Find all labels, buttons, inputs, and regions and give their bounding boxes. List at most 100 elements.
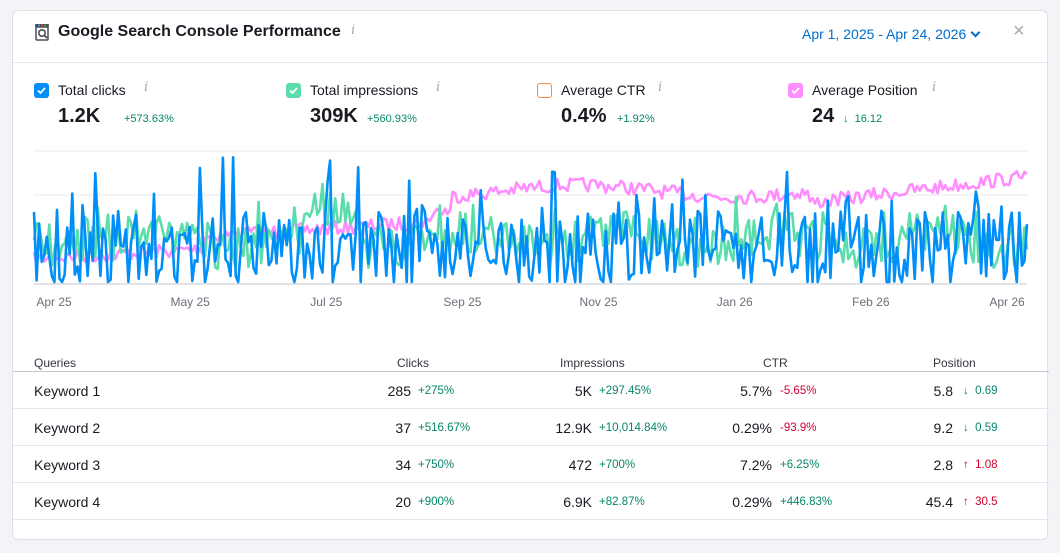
ctr-delta: +446.83%	[780, 496, 833, 508]
ctr-cell: 0.29%	[732, 420, 772, 436]
position-cell: 2.8	[933, 457, 953, 473]
position-cell: 5.8	[933, 383, 953, 399]
metric-label: Total impressions	[310, 82, 419, 98]
position-delta: ↑ 1.08	[963, 459, 998, 471]
series-line-total-impressions	[32, 182, 1029, 271]
info-icon[interactable]: i	[658, 80, 663, 95]
table-row[interactable]: Keyword 1 285 +275% 5K +297.45% 5.7% -5.65% 5.8…	[13, 372, 1049, 409]
table-row[interactable]: Keyword 3 34 +750% 472 +700% 7.2% +6.25% 2.8 ↑ 1…	[13, 446, 1049, 483]
checkbox-total-impressions[interactable]	[286, 83, 301, 98]
clicks-cell: 34	[395, 457, 411, 473]
metric-value: 309K	[310, 105, 358, 127]
metric-delta: +573.63%	[124, 113, 174, 125]
x-axis-ticks: Apr 25 May 25 Jul 25 Sep 25 Nov 25 Jan 26 Feb …	[36, 295, 1025, 309]
ctr-delta: -5.65%	[780, 385, 817, 397]
position-cell: 45.4	[925, 494, 953, 510]
position-delta-value: 30.5	[975, 496, 998, 508]
table-row[interactable]: Keyword 4 20 +900% 6.9K +82.87% 0.29% +446.83%…	[13, 483, 1049, 520]
metric-label: Average CTR	[561, 82, 646, 98]
metric-delta: +1.92%	[617, 113, 655, 125]
impressions-cell: 5K	[574, 383, 592, 399]
performance-line-chart: Apr 25 May 25 Jul 25 Sep 25 Nov 25 Jan 26 Feb …	[32, 150, 1029, 309]
position-delta: ↑ 30.5	[963, 496, 998, 508]
chevron-down-icon	[970, 27, 981, 38]
ctr-cell: 7.2%	[740, 457, 772, 473]
impressions-cell: 6.9K	[563, 494, 592, 510]
query-cell[interactable]: Keyword 3	[34, 457, 101, 473]
arrow-down-icon: ↓	[963, 422, 969, 434]
close-icon[interactable]: ×	[1013, 20, 1025, 42]
date-range-dropdown[interactable]: Apr 1, 2025 - Apr 24, 2026	[802, 26, 981, 42]
checkbox-average-position[interactable]	[788, 83, 803, 98]
impressions-delta: +82.87%	[599, 496, 645, 508]
clicks-delta: +516.67%	[418, 422, 471, 434]
x-tick-label: Apr 25	[36, 295, 72, 309]
x-tick-label: May 25	[170, 295, 210, 309]
position-delta-value: 0.69	[975, 385, 998, 397]
series-line-total-clicks	[32, 155, 1029, 284]
check-icon	[289, 87, 298, 95]
performance-widget: Google Search Console Performance i Apr …	[12, 10, 1049, 540]
x-tick-label: Jul 25	[310, 295, 342, 309]
ctr-cell: 5.7%	[740, 383, 772, 399]
widget-header: Google Search Console Performance i Apr …	[13, 11, 1047, 63]
date-range-label: Apr 1, 2025 - Apr 24, 2026	[802, 26, 967, 42]
arrow-up-icon: ↑	[963, 496, 969, 508]
x-tick-label: Jan 26	[717, 295, 753, 309]
impressions-cell: 12.9K	[555, 420, 592, 436]
metric-delta-value: 16.12	[854, 113, 883, 125]
arrow-down-icon: ↓	[843, 113, 849, 125]
impressions-delta: +700%	[599, 459, 636, 471]
query-cell[interactable]: Keyword 4	[34, 494, 101, 510]
x-tick-label: Sep 25	[443, 295, 481, 309]
clicks-cell: 37	[395, 420, 411, 436]
impressions-delta: +297.45%	[599, 385, 652, 397]
info-icon[interactable]: i	[144, 80, 149, 95]
info-icon[interactable]: i	[351, 23, 356, 38]
position-delta-value: 0.59	[975, 422, 998, 434]
impressions-delta: +10,014.84%	[599, 422, 668, 434]
clicks-cell: 20	[395, 494, 411, 510]
ctr-cell: 0.29%	[732, 494, 772, 510]
column-header-ctr[interactable]: CTR	[763, 356, 788, 370]
clicks-delta: +900%	[418, 496, 455, 508]
series-line-average-position	[32, 169, 1028, 266]
clicks-delta: +750%	[418, 459, 455, 471]
x-tick-label: Apr 26	[989, 295, 1025, 309]
metric-delta: +560.93%	[367, 113, 417, 125]
column-header-impressions[interactable]: Impressions	[560, 356, 625, 370]
chart-grid	[34, 150, 1027, 285]
position-delta: ↓ 0.59	[963, 422, 998, 434]
position-delta-value: 1.08	[975, 459, 998, 471]
metric-delta: ↓ 16.12	[843, 113, 882, 125]
x-tick-label: Feb 26	[852, 295, 890, 309]
query-cell[interactable]: Keyword 1	[34, 383, 101, 399]
query-cell[interactable]: Keyword 2	[34, 420, 101, 436]
position-cell: 9.2	[933, 420, 953, 436]
position-delta: ↓ 0.69	[963, 385, 998, 397]
column-header-clicks[interactable]: Clicks	[397, 356, 429, 370]
metric-value: 0.4%	[561, 105, 607, 127]
chart-series	[32, 155, 1029, 284]
checkbox-average-ctr[interactable]	[537, 83, 552, 98]
widget-title: Google Search Console Performance	[58, 23, 341, 40]
check-icon	[791, 87, 800, 95]
metric-value: 1.2K	[58, 105, 101, 127]
metric-label: Total clicks	[58, 82, 126, 98]
metric-value: 24	[812, 105, 835, 127]
column-header-position[interactable]: Position	[933, 356, 976, 370]
impressions-cell: 472	[568, 457, 592, 473]
arrow-down-icon: ↓	[963, 385, 969, 397]
arrow-up-icon: ↑	[963, 459, 969, 471]
info-icon[interactable]: i	[436, 80, 441, 95]
table-header-divider	[13, 371, 1049, 372]
clicks-cell: 285	[387, 383, 411, 399]
clicks-delta: +275%	[418, 385, 455, 397]
search-console-icon	[35, 24, 49, 41]
checkbox-total-clicks[interactable]	[34, 83, 49, 98]
info-icon[interactable]: i	[932, 80, 937, 95]
metric-label: Average Position	[812, 82, 918, 98]
column-header-queries[interactable]: Queries	[34, 356, 77, 370]
ctr-delta: +6.25%	[780, 459, 820, 471]
table-row[interactable]: Keyword 2 37 +516.67% 12.9K +10,014.84% 0.29%…	[13, 409, 1049, 446]
